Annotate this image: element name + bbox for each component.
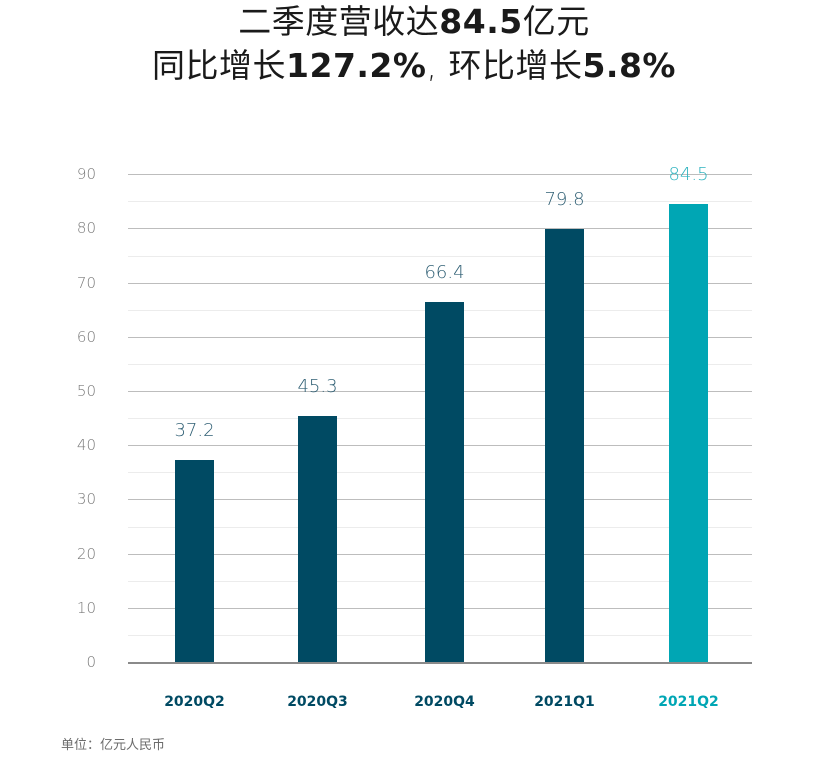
- x-axis-baseline: [128, 662, 752, 664]
- unit-footnote: 单位：亿元人民币: [61, 738, 166, 753]
- y-tick-label: 20: [76, 544, 96, 563]
- y-tick-label: 70: [76, 273, 96, 292]
- major-gridline: [128, 228, 752, 230]
- major-gridline: [128, 174, 752, 176]
- bar-value-label: 66.4: [424, 262, 465, 284]
- title-text: 二季度营收达: [238, 2, 440, 41]
- x-tick-label: 2020Q3: [287, 694, 348, 710]
- bar-2020Q3: [298, 416, 337, 662]
- bar-value-label: 45.3: [297, 376, 338, 398]
- title-yoy-label: 同比增长: [152, 46, 287, 85]
- y-tick-label: 10: [76, 598, 96, 617]
- title-qoq-value: 5.8%: [582, 46, 676, 85]
- y-tick-label: 90: [76, 165, 96, 184]
- minor-gridline: [128, 255, 752, 257]
- bar-2021Q1: [545, 229, 584, 662]
- x-tick-label: 2021Q1: [534, 694, 595, 710]
- y-tick-label: 50: [76, 382, 96, 400]
- bar-2020Q4: [425, 302, 464, 662]
- bar-value-label: 37.2: [174, 420, 215, 442]
- bar-value-label: 84.5: [668, 164, 709, 185]
- title-qoq-label: , 环比增长: [426, 46, 583, 85]
- y-tick-label: 40: [76, 436, 96, 455]
- x-tick-label: 2021Q2: [658, 694, 719, 710]
- y-tick-label: 60: [76, 327, 96, 346]
- y-tick-label: 30: [76, 490, 96, 509]
- x-tick-label: 2020Q4: [414, 694, 475, 710]
- title-revenue-value: 84.5: [439, 2, 523, 41]
- title-unit: 亿元: [522, 2, 590, 41]
- major-gridline: [128, 282, 752, 284]
- title-yoy-value: 127.2%: [286, 46, 427, 85]
- y-tick-label: 80: [76, 219, 96, 238]
- chart-title-line-1: 二季度营收达84.5亿元: [0, 2, 828, 42]
- y-tick-label: 0: [86, 653, 96, 671]
- chart-title-line-2: 同比增长127.2%, 环比增长5.8%: [0, 46, 828, 86]
- minor-gridline: [128, 201, 752, 203]
- bar-2021Q2: [669, 204, 708, 662]
- x-tick-label: 2020Q2: [164, 694, 225, 710]
- bar-2020Q2: [175, 460, 214, 662]
- bar-value-label: 79.8: [544, 189, 585, 211]
